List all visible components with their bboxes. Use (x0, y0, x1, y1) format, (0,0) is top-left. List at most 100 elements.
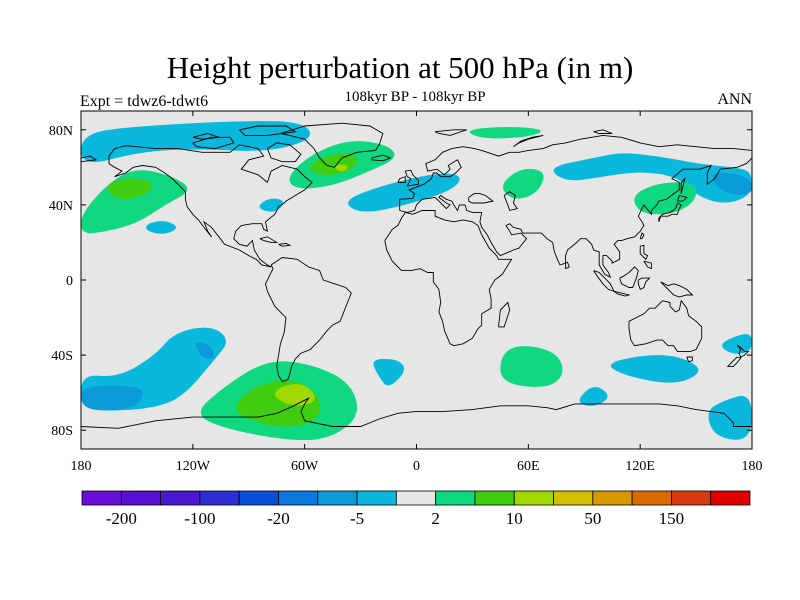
colorbar-label: -100 (184, 509, 215, 528)
colorbar-label: 50 (584, 509, 601, 528)
lon-tick-label: 120E (625, 459, 655, 474)
colorbar-box (592, 490, 633, 506)
colorbar-box (474, 490, 515, 506)
coastlines (81, 122, 752, 429)
region-pacific-green (81, 170, 188, 234)
coastline-segment (680, 177, 686, 194)
coastline-segment (513, 134, 544, 148)
map-title: Height perturbation at 500 hPa (in m) (166, 50, 634, 85)
region-south-atlantic-blue (373, 358, 405, 386)
region-antarctic-blue (708, 395, 752, 440)
colorbar-label: 10 (506, 509, 523, 528)
region-atlantic-blue (348, 173, 460, 212)
region-pacific-blue-small (146, 221, 177, 234)
coastline-segment (736, 344, 750, 358)
region-arctic-canada-blue (81, 121, 311, 163)
coastline-segment (371, 154, 392, 162)
coastline-segment (613, 290, 631, 297)
region-siberia-blue-core (712, 172, 752, 195)
coastline-segment (399, 157, 752, 279)
lat-tick-label: 80S (51, 424, 73, 439)
lon-tick-label: 60W (291, 459, 319, 474)
axis-ticks: 180 120W 60W 0 60E 120E 180 80N 40N 0 40S 80S (49, 111, 763, 474)
coastline-segment (280, 122, 384, 168)
coastline-segment (397, 176, 406, 183)
lat-tick-label: 80N (49, 124, 73, 139)
colorbar-box (631, 490, 672, 506)
colorbar-box (671, 490, 712, 506)
colorbar-label: 2 (431, 509, 440, 528)
coastline-segment (643, 260, 652, 270)
coastline-segment (726, 356, 742, 367)
coastline-segment (265, 257, 352, 382)
coastline-segment (192, 136, 235, 150)
lon-tick-label: 60E (517, 459, 540, 474)
colorbar-box (513, 490, 554, 506)
coastline-segment (404, 169, 419, 187)
region-arctic-green (469, 126, 541, 139)
lat-tick-label: 40N (49, 199, 73, 214)
coastline-segment (686, 356, 693, 363)
colorbar-box (278, 490, 319, 506)
colorbar-label: -200 (106, 509, 137, 528)
coastline-segment (658, 202, 682, 222)
coastline-segment (384, 210, 513, 347)
coastline-segment (278, 242, 292, 247)
region-scandinavia-green (502, 168, 544, 199)
coastline-segment (434, 129, 467, 136)
lon-tick-label: 180 (71, 459, 92, 474)
colorbar: -200 -100 -20 -5 2 10 50 150 (81, 490, 751, 528)
colorbar-box (435, 490, 476, 506)
coastline-segment (565, 261, 570, 270)
colorbar-box (81, 490, 122, 506)
colorbar-box (160, 490, 201, 506)
season-label: ANN (717, 91, 752, 108)
coastline-segment (399, 134, 752, 211)
region-south-pacific-blue-small (195, 342, 214, 359)
coastline-segment (639, 244, 649, 261)
region-indian-ocean-green (500, 346, 563, 387)
colorbar-box (710, 490, 751, 506)
region-atlantic-blue-small (259, 198, 284, 212)
lon-tick-label: 120W (176, 459, 211, 474)
colorbar-box (199, 490, 240, 506)
coastline-segment (619, 266, 639, 288)
coastline-segment (637, 277, 651, 291)
coastline-segment (192, 133, 220, 140)
lat-tick-label: 40S (51, 349, 73, 364)
coastline-segment (503, 191, 518, 212)
coastline-segment (639, 232, 645, 240)
colorbar-box (553, 490, 594, 506)
coastline-segment (108, 144, 313, 268)
colorbar-label: -20 (267, 509, 290, 528)
colorbar-box (356, 490, 397, 506)
region-siberia-blue (553, 153, 752, 203)
coastline-segment (468, 193, 494, 204)
colorbar-box (120, 490, 161, 506)
colorbar-box (395, 490, 437, 506)
colorbar-label: -5 (350, 509, 364, 528)
coastline-segment (660, 281, 694, 298)
colorbar-box (238, 490, 279, 506)
coastline-segment (239, 125, 297, 136)
coastline-segment (259, 236, 279, 243)
coastline-segment (498, 301, 511, 328)
coastline-segment (676, 194, 688, 202)
region-south-pacific-blue-core (81, 385, 143, 411)
lon-tick-label: 180 (742, 459, 763, 474)
experiment-label: Expt = tdwz6-tdwt6 (80, 93, 209, 110)
colorbar-label: 150 (659, 509, 685, 528)
lat-tick-label: 0 (66, 274, 73, 289)
lon-tick-label: 0 (413, 459, 420, 474)
coastline-segment (628, 299, 703, 352)
coastline-segment (266, 142, 302, 163)
coastline-segment (81, 155, 98, 163)
region-pacific-green-core (107, 178, 153, 200)
colorbar-box (317, 490, 358, 506)
coastline-segment (593, 129, 613, 134)
region-nz-blue (722, 334, 752, 354)
map-subtitle: 108kyr BP - 108kyr BP (344, 89, 486, 105)
region-indian-ocean-blue-small (579, 387, 608, 406)
anomaly-regions (81, 121, 752, 441)
